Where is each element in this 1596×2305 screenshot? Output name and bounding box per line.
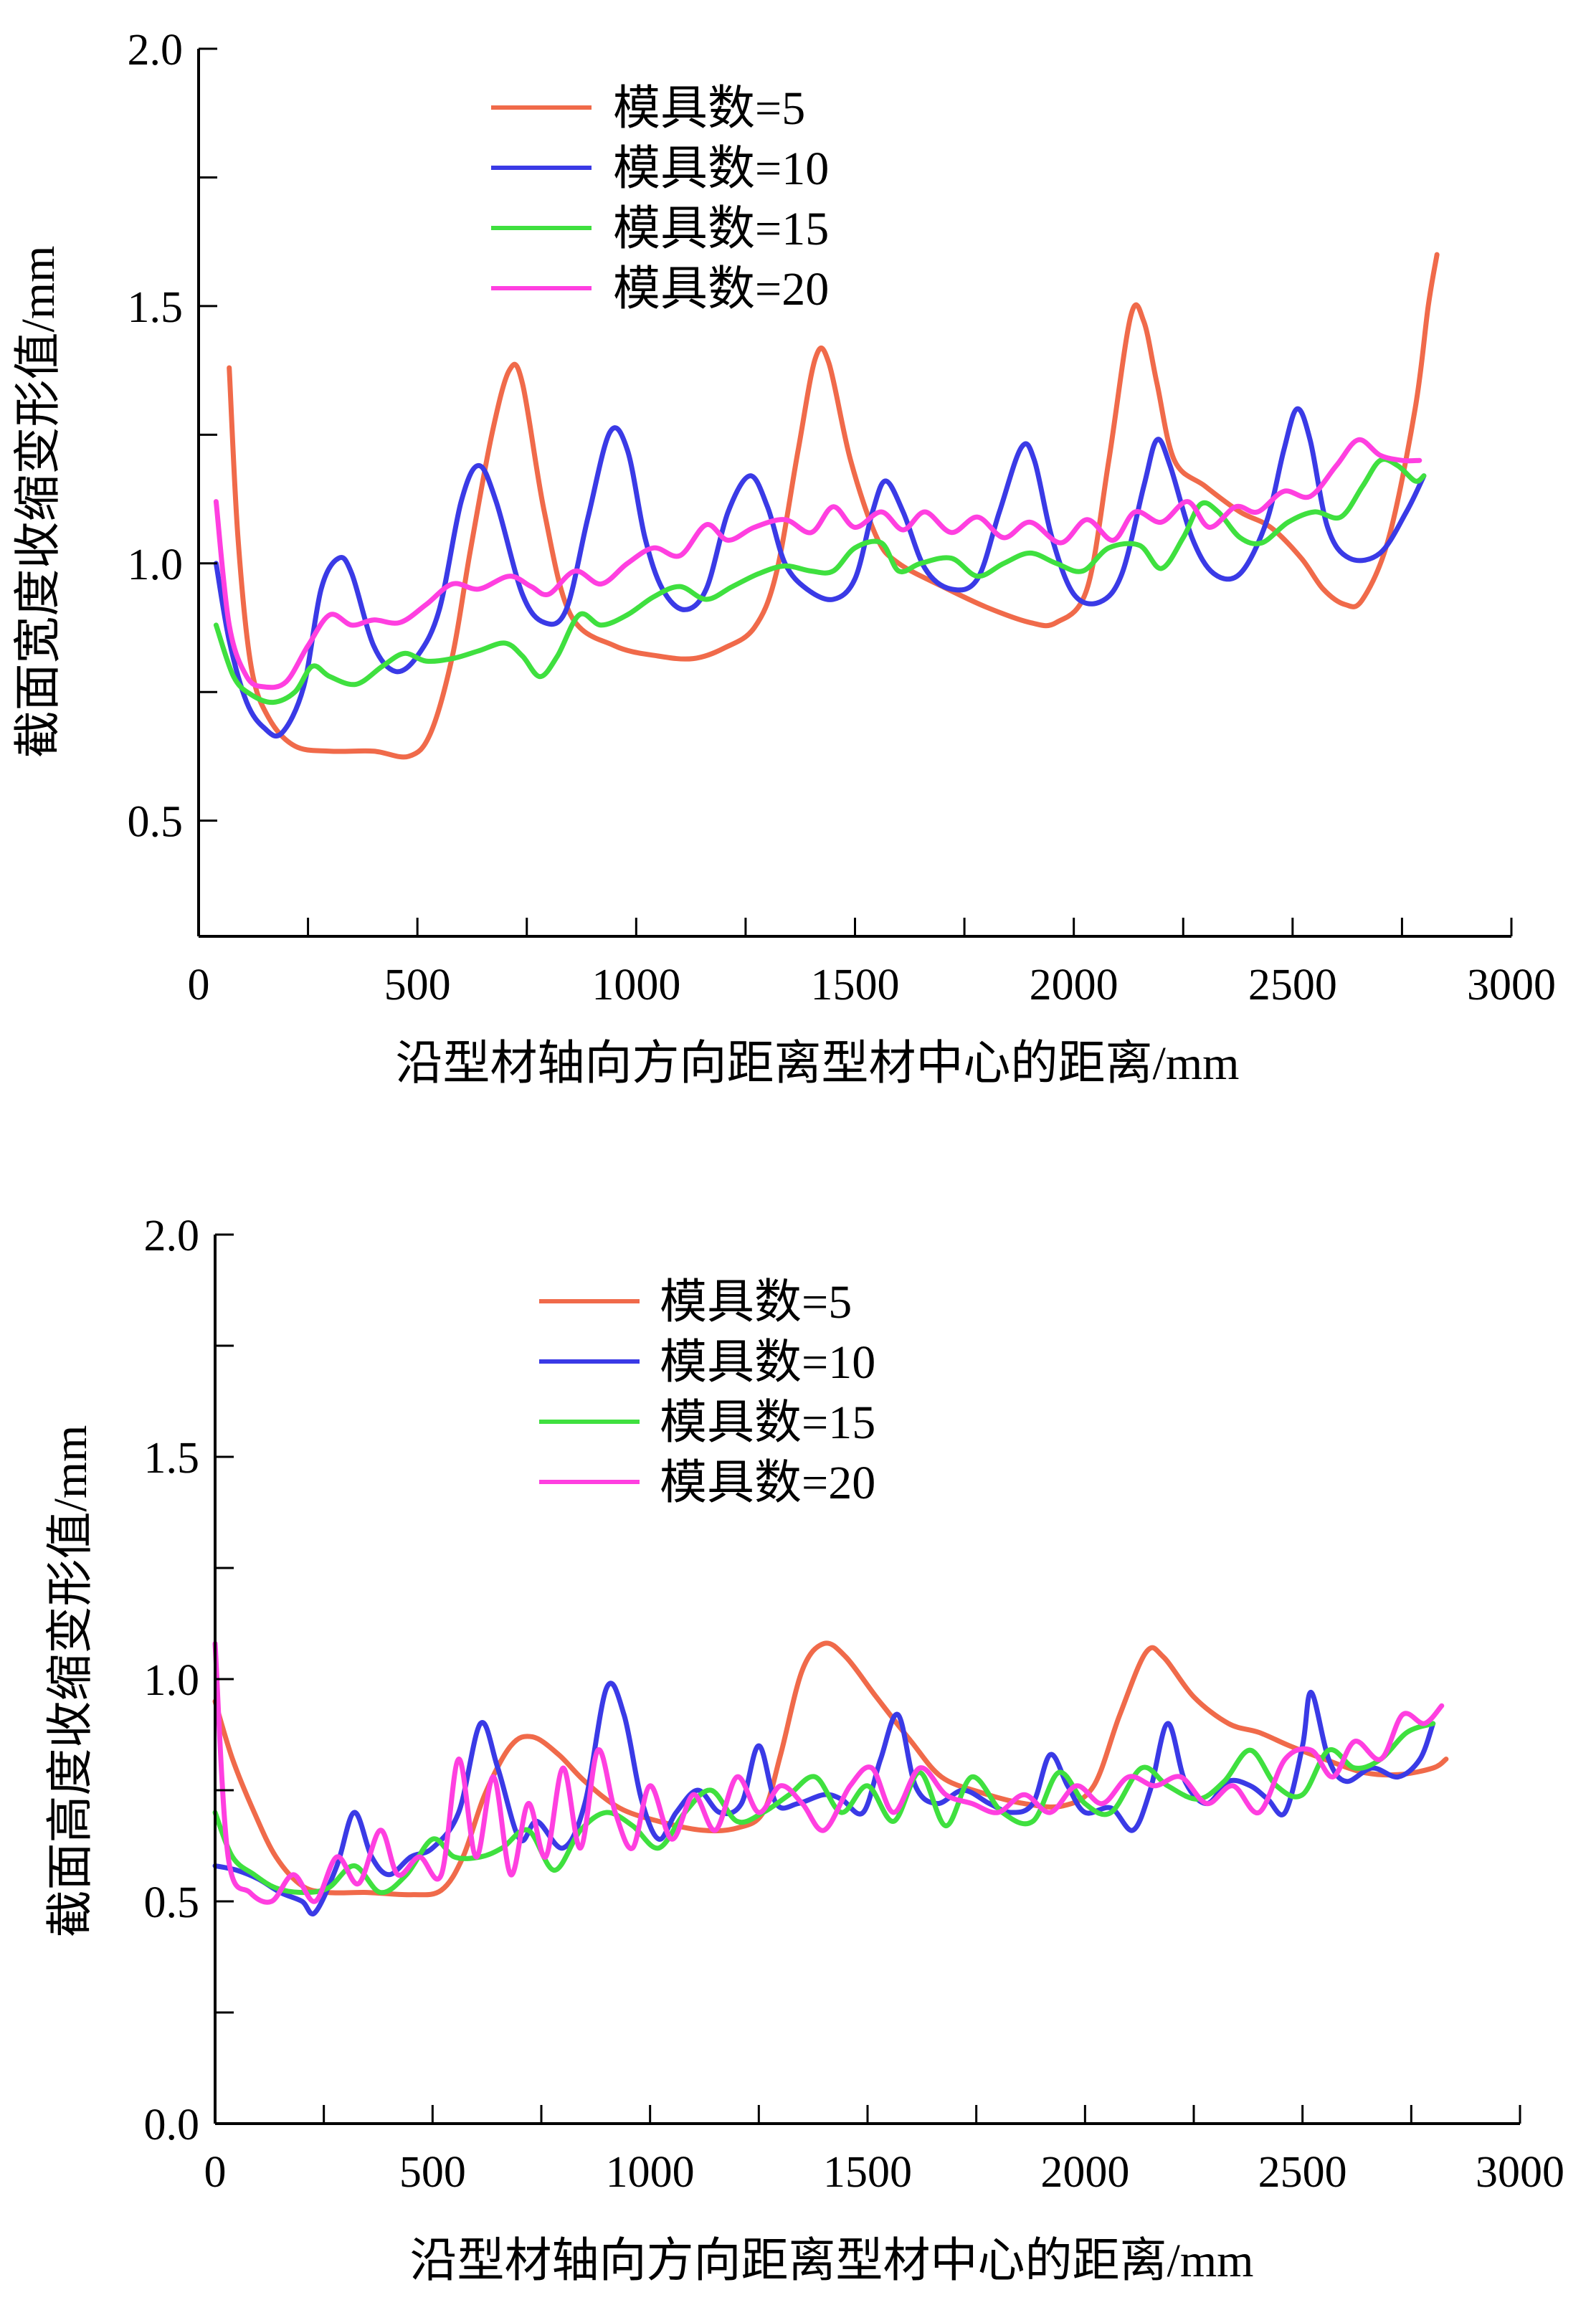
- x-tick-label: 0: [188, 961, 210, 1009]
- legend-label-4: 模具数=20: [613, 263, 829, 315]
- x-tick-label: 2000: [1040, 2148, 1129, 2197]
- x-axis-title: 沿型材轴向方向距离型材中心的距离/mm: [395, 1037, 1239, 1090]
- legend-label-3: 模具数=15: [613, 203, 829, 255]
- series-line-4: [212, 1640, 1445, 1905]
- legend-label-2: 模具数=10: [613, 143, 829, 195]
- series-line-1: [212, 1640, 1449, 1898]
- x-tick-label: 0: [204, 2148, 227, 2197]
- y-tick-label: 1.0: [128, 541, 184, 589]
- x-tick-label: 3000: [1476, 2148, 1564, 2197]
- y-tick-label: 1.5: [128, 283, 184, 332]
- x-tick-label: 500: [399, 2148, 466, 2197]
- series-lines: [212, 1640, 1449, 1916]
- x-tick-label: 2500: [1248, 961, 1337, 1009]
- series-line-3: [213, 457, 1427, 705]
- x-axis-title: 沿型材轴向方向距离型材中心的距离/mm: [409, 2235, 1253, 2287]
- chart-height-shrinkage: 0 500 1000 1500 2000 2500 30000.00.51.01.52.0 …: [44, 1212, 1564, 2287]
- chart-width-shrinkage: 0 500 1000 1500 2000 2500 3000 0.5 1.0 1.5 2.0 模具数…: [12, 26, 1556, 1090]
- y-tick-label: 1.5: [144, 1434, 200, 1483]
- legend-label-1: 模具数=5: [660, 1276, 852, 1329]
- series-line-2: [213, 406, 1427, 739]
- series-lines: [213, 252, 1440, 760]
- y-tick-label: 2.0: [144, 1212, 200, 1260]
- y-axis-title: 截面高度收缩变形值/mm: [44, 1425, 97, 1937]
- y-axis-title: 截面宽度收缩变形值/mm: [12, 245, 65, 758]
- legend-label-4: 模具数=20: [660, 1457, 875, 1509]
- legend-label-1: 模具数=5: [613, 82, 805, 135]
- series-line-4: [213, 437, 1422, 690]
- legend-label-3: 模具数=15: [660, 1397, 875, 1449]
- series-line-2: [212, 1681, 1436, 1916]
- x-tick-label: 1000: [592, 961, 680, 1009]
- ticks: 0 500 1000 1500 2000 2500 3000 0.5 1.0 1.5 2.0: [128, 26, 1557, 1009]
- x-tick-label: 1500: [811, 961, 900, 1009]
- legend-label-2: 模具数=10: [660, 1336, 875, 1389]
- y-tick-label: 0.0: [144, 2101, 200, 2149]
- legend: 模具数=5 模具数=10 模具数=15 模具数=20: [491, 82, 829, 315]
- x-tick-label: 1500: [823, 2148, 912, 2197]
- y-tick-label: 0.5: [128, 798, 184, 847]
- y-tick-label: 2.0: [128, 26, 184, 75]
- ticks: 0 500 1000 1500 2000 2500 3000 0.0 0.5 1.0 1.5 2.0: [144, 1212, 1565, 2197]
- y-tick-label: 0.5: [144, 1878, 200, 1927]
- x-tick-label: 500: [384, 961, 451, 1009]
- y-tick-label: 1.0: [144, 1656, 200, 1705]
- legend: 模具数=5 模具数=10 模具数=15 模具数=20: [539, 1276, 875, 1509]
- series-line-3: [212, 1721, 1436, 1896]
- x-tick-label: 2000: [1030, 961, 1118, 1009]
- x-tick-label: 3000: [1467, 961, 1556, 1009]
- x-tick-label: 2500: [1258, 2148, 1347, 2197]
- x-tick-label: 1000: [606, 2148, 695, 2197]
